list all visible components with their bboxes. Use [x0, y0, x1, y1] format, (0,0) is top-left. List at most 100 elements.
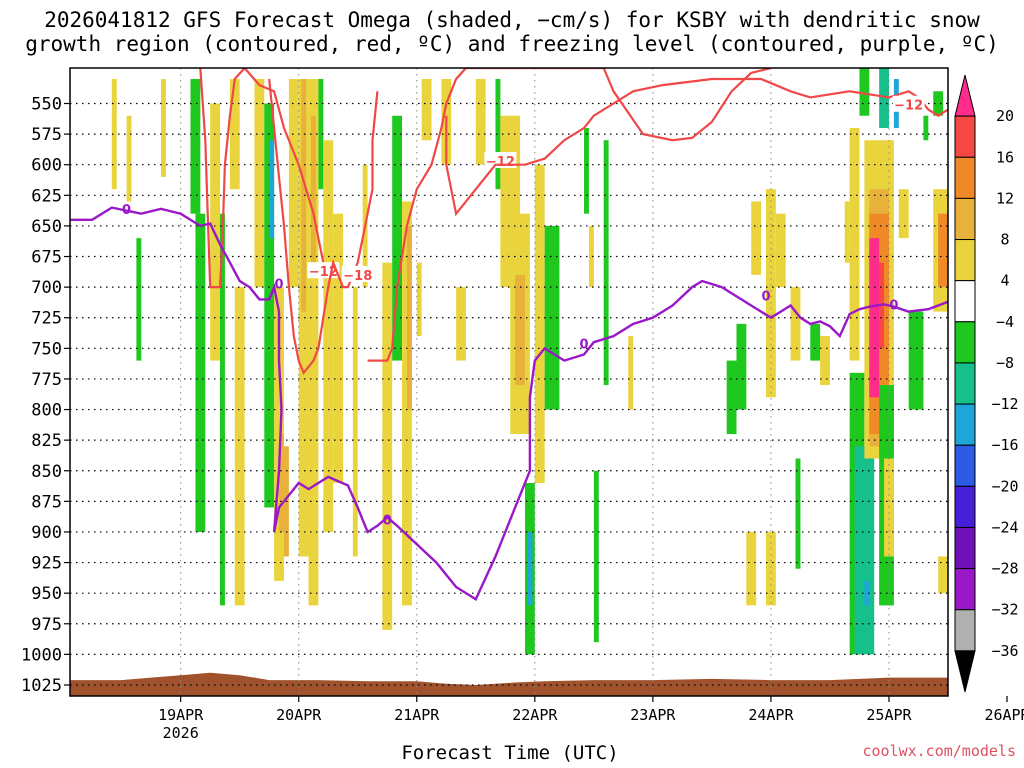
omega-cell	[933, 91, 944, 116]
x-tick-label: 25APR	[866, 706, 912, 724]
omega-cell	[766, 531, 776, 606]
omega-cell	[588, 225, 594, 288]
colorbar-swatch	[954, 444, 976, 487]
omega-cell	[406, 225, 412, 410]
omega-cell	[854, 446, 875, 655]
omega-cell	[628, 336, 634, 410]
y-tick-label: 875	[31, 492, 62, 512]
omega-cell	[766, 189, 776, 398]
dgz-label: −18	[343, 269, 372, 284]
omega-cell	[288, 79, 299, 288]
omega-cell	[790, 287, 801, 361]
colorbar-swatch	[954, 485, 976, 528]
colorbar-label: −28	[991, 560, 1018, 578]
x-tick-label: 21APR	[394, 706, 440, 724]
y-tick-label: 950	[31, 584, 62, 604]
freezing-level-label: 0	[889, 298, 898, 313]
y-tick-label: 625	[31, 186, 62, 206]
freezing-level-label: 0	[122, 203, 131, 218]
omega-cell	[810, 323, 821, 361]
y-tick-label: 925	[31, 554, 62, 574]
colorbar-swatch	[954, 74, 976, 117]
dgz-contour	[367, 68, 772, 362]
y-tick-label: 900	[31, 523, 62, 543]
omega-cell	[279, 434, 284, 532]
y-tick-label: 650	[31, 217, 62, 237]
dgz-contour	[199, 68, 325, 289]
colorbar-label: −24	[991, 518, 1018, 536]
omega-cell	[544, 225, 560, 410]
colorbar-swatch	[954, 403, 976, 446]
omega-cell	[795, 458, 801, 569]
y-tick-label: 575	[31, 125, 62, 145]
omega-cell	[234, 287, 245, 606]
omega-cell	[475, 79, 486, 165]
colorbar-label: 20	[996, 107, 1014, 125]
colorbar-swatch	[954, 239, 976, 282]
colorbar-label: 12	[996, 189, 1014, 207]
y-tick-label: 550	[31, 95, 62, 115]
y-tick-label: 1000	[21, 645, 62, 665]
omega-cell	[195, 213, 206, 532]
colorbar-label: −12	[991, 395, 1018, 413]
omega-cell	[584, 127, 589, 214]
y-tick-label: 700	[31, 278, 62, 298]
colorbar-swatch	[954, 609, 976, 652]
colorbar-swatch	[954, 197, 976, 241]
colorbar-label: 16	[996, 148, 1014, 166]
colorbar-label: −20	[991, 477, 1018, 495]
freezing-level-contour	[70, 206, 948, 602]
omega-cell	[416, 262, 422, 337]
omega-cell	[421, 79, 432, 141]
x-tick-label: 24APR	[748, 706, 794, 724]
dgz-contour	[268, 78, 340, 375]
y-tick-label: 675	[31, 248, 62, 268]
x-tick-label: 22APR	[512, 706, 558, 724]
plot-frame	[69, 67, 949, 697]
x-tick-sublabel: 2026	[163, 724, 199, 742]
y-tick-label: 1025	[21, 676, 62, 696]
dgz-label-bg	[341, 265, 374, 282]
dgz-label: −12	[309, 265, 338, 280]
colorbar-swatch	[954, 568, 976, 611]
terrain	[70, 672, 948, 696]
colorbar-label: −32	[991, 601, 1018, 619]
omega-cell	[382, 262, 393, 630]
freezing-level-label: 0	[275, 277, 284, 292]
omega-cell	[254, 79, 265, 288]
omega-cell	[190, 79, 201, 214]
y-tick-label: 725	[31, 309, 62, 329]
omega-cell	[352, 287, 358, 557]
omega-cell	[849, 127, 860, 361]
terrain-fill	[70, 672, 948, 696]
omega-cell	[534, 164, 545, 483]
colorbar-swatch	[954, 280, 976, 323]
dgz-label: −12	[894, 99, 923, 114]
colorbar-label: 4	[1000, 272, 1009, 290]
colorbar-label: −16	[991, 436, 1018, 454]
omega-cell	[844, 201, 850, 263]
omega-cell	[111, 79, 117, 190]
omega-cell	[160, 79, 166, 177]
credit-text: coolwx.com/models	[862, 742, 1016, 760]
freezing-level-label: 0	[761, 290, 770, 305]
x-tick-label: 19APR	[158, 706, 204, 724]
chart-title-line1: 2026041812 GFS Forecast Omega (shaded, −…	[44, 8, 980, 32]
omega-cell	[527, 531, 533, 606]
omega-cell	[392, 115, 403, 361]
colorbar-swatch	[954, 362, 976, 405]
colorbar-swatch	[954, 115, 976, 158]
omega-cell	[898, 189, 909, 239]
dgz-label: −12	[486, 155, 515, 170]
y-tick-label: 775	[31, 370, 62, 390]
colorbar-swatch	[954, 156, 976, 199]
y-tick-label: 825	[31, 431, 62, 451]
contours: −12 −18 −12 −12 0 0 0 0 0 0	[70, 68, 948, 602]
freezing-level-label: 0	[383, 514, 392, 529]
dgz-contour	[337, 91, 379, 289]
chart-title-line2: growth region (contoured, red, ºC) and f…	[25, 32, 999, 56]
omega-cell	[859, 68, 870, 116]
omega-cell	[938, 556, 948, 594]
omega-cell	[318, 79, 324, 190]
